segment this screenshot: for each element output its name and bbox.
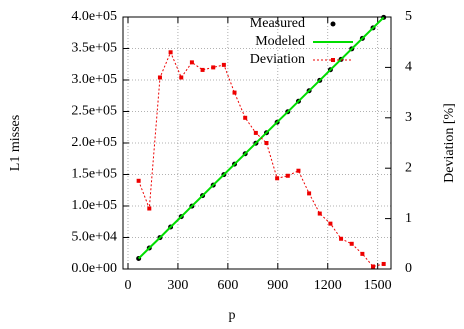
data-point (243, 115, 248, 120)
y-tick-label: 0.0e+00 (71, 261, 117, 276)
y-tick-label: 5.0e+04 (71, 230, 117, 245)
data-point (317, 211, 322, 216)
data-point (381, 261, 386, 266)
y2-tick-label: 3 (405, 110, 412, 125)
data-point (211, 65, 216, 70)
data-point (147, 206, 152, 211)
legend-label: Modeled (255, 34, 305, 49)
y2-tick-label: 4 (405, 60, 412, 75)
data-point (285, 173, 290, 178)
legend-label: Deviation (250, 52, 305, 67)
y2-tick-label: 1 (405, 211, 412, 226)
legend-label: Measured (250, 16, 305, 31)
y-tick-label: 2.5e+05 (71, 104, 117, 119)
legend-swatch (331, 58, 335, 62)
data-point (179, 75, 184, 80)
data-point (349, 241, 354, 246)
x-tick-label: 300 (167, 278, 188, 293)
data-point (168, 50, 173, 55)
x-tick-label: 1200 (314, 278, 342, 293)
data-point (189, 60, 194, 65)
data-point (275, 176, 280, 181)
data-point (232, 90, 237, 95)
data-point (328, 221, 333, 226)
data-point (296, 168, 301, 173)
plot-frame (122, 16, 392, 270)
series-line (138, 51, 384, 268)
y2-tick-label: 2 (405, 160, 412, 175)
y-tick-label: 3.0e+05 (71, 72, 117, 87)
legend-swatch (330, 21, 336, 27)
y2-tick-label: 5 (405, 9, 412, 24)
x-axis-label: p (229, 308, 236, 323)
data-point (253, 130, 258, 135)
data-point (200, 67, 205, 72)
x-tick-label: 0 (124, 278, 131, 293)
y-tick-label: 1.0e+05 (71, 198, 117, 213)
x-tick-label: 900 (267, 278, 288, 293)
data-point (371, 264, 376, 269)
x-tick-label: 1500 (364, 278, 392, 293)
data-point (339, 236, 344, 241)
y-tick-label: 1.5e+05 (71, 167, 117, 182)
y-tick-label: 2.0e+05 (71, 135, 117, 150)
data-point (360, 251, 365, 256)
data-point (136, 178, 141, 183)
data-point (264, 141, 269, 145)
x-tick-label: 600 (217, 278, 238, 293)
data-point (307, 191, 312, 196)
data-point (157, 75, 162, 80)
y2-axis-label: Deviation [%] (442, 103, 457, 183)
y2-tick-label: 0 (405, 261, 412, 276)
y-tick-label: 4.0e+05 (71, 9, 117, 24)
data-point (221, 62, 226, 67)
y-tick-label: 3.5e+05 (71, 41, 117, 56)
y-axis-label: L1 misses (8, 115, 23, 171)
